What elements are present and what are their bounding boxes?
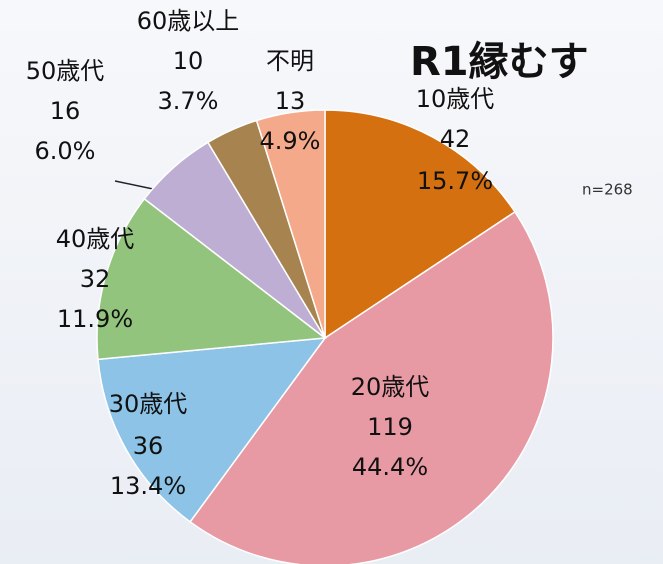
- slice-value: 16: [50, 97, 81, 125]
- slice-label: 50歳代: [26, 57, 105, 85]
- slice-percent: 11.9%: [57, 305, 133, 333]
- chart-title: R1縁むす: [410, 39, 589, 85]
- slice-value: 42: [440, 125, 471, 153]
- slice-value: 36: [133, 432, 164, 460]
- slice-value: 13: [275, 87, 306, 115]
- slice-percent: 4.9%: [260, 127, 321, 155]
- pie-slice: [189, 210, 554, 564]
- pie-slice: [97, 337, 327, 523]
- pie-slice: [324, 109, 516, 340]
- slice-value: 10: [173, 47, 204, 75]
- slice-label: 30歳代: [109, 390, 188, 418]
- pie-slice: [255, 109, 326, 339]
- slice-percent: 6.0%: [35, 137, 96, 165]
- slice-percent: 3.7%: [158, 87, 219, 115]
- sample-size: n=268: [582, 181, 633, 199]
- slice-percent: 13.4%: [110, 472, 186, 500]
- slice-percent: 44.4%: [352, 453, 428, 481]
- slice-percent: 15.7%: [417, 167, 493, 195]
- slice-label: 60歳以上: [137, 7, 240, 35]
- slice-label: 不明: [266, 47, 314, 75]
- pie-slice: [96, 197, 327, 361]
- slice-value: 32: [80, 265, 111, 293]
- slice-label: 40歳代: [56, 225, 135, 253]
- slice-label: 10歳代: [416, 85, 495, 113]
- slice-value: 119: [367, 413, 413, 441]
- slice-label: 20歳代: [351, 373, 430, 401]
